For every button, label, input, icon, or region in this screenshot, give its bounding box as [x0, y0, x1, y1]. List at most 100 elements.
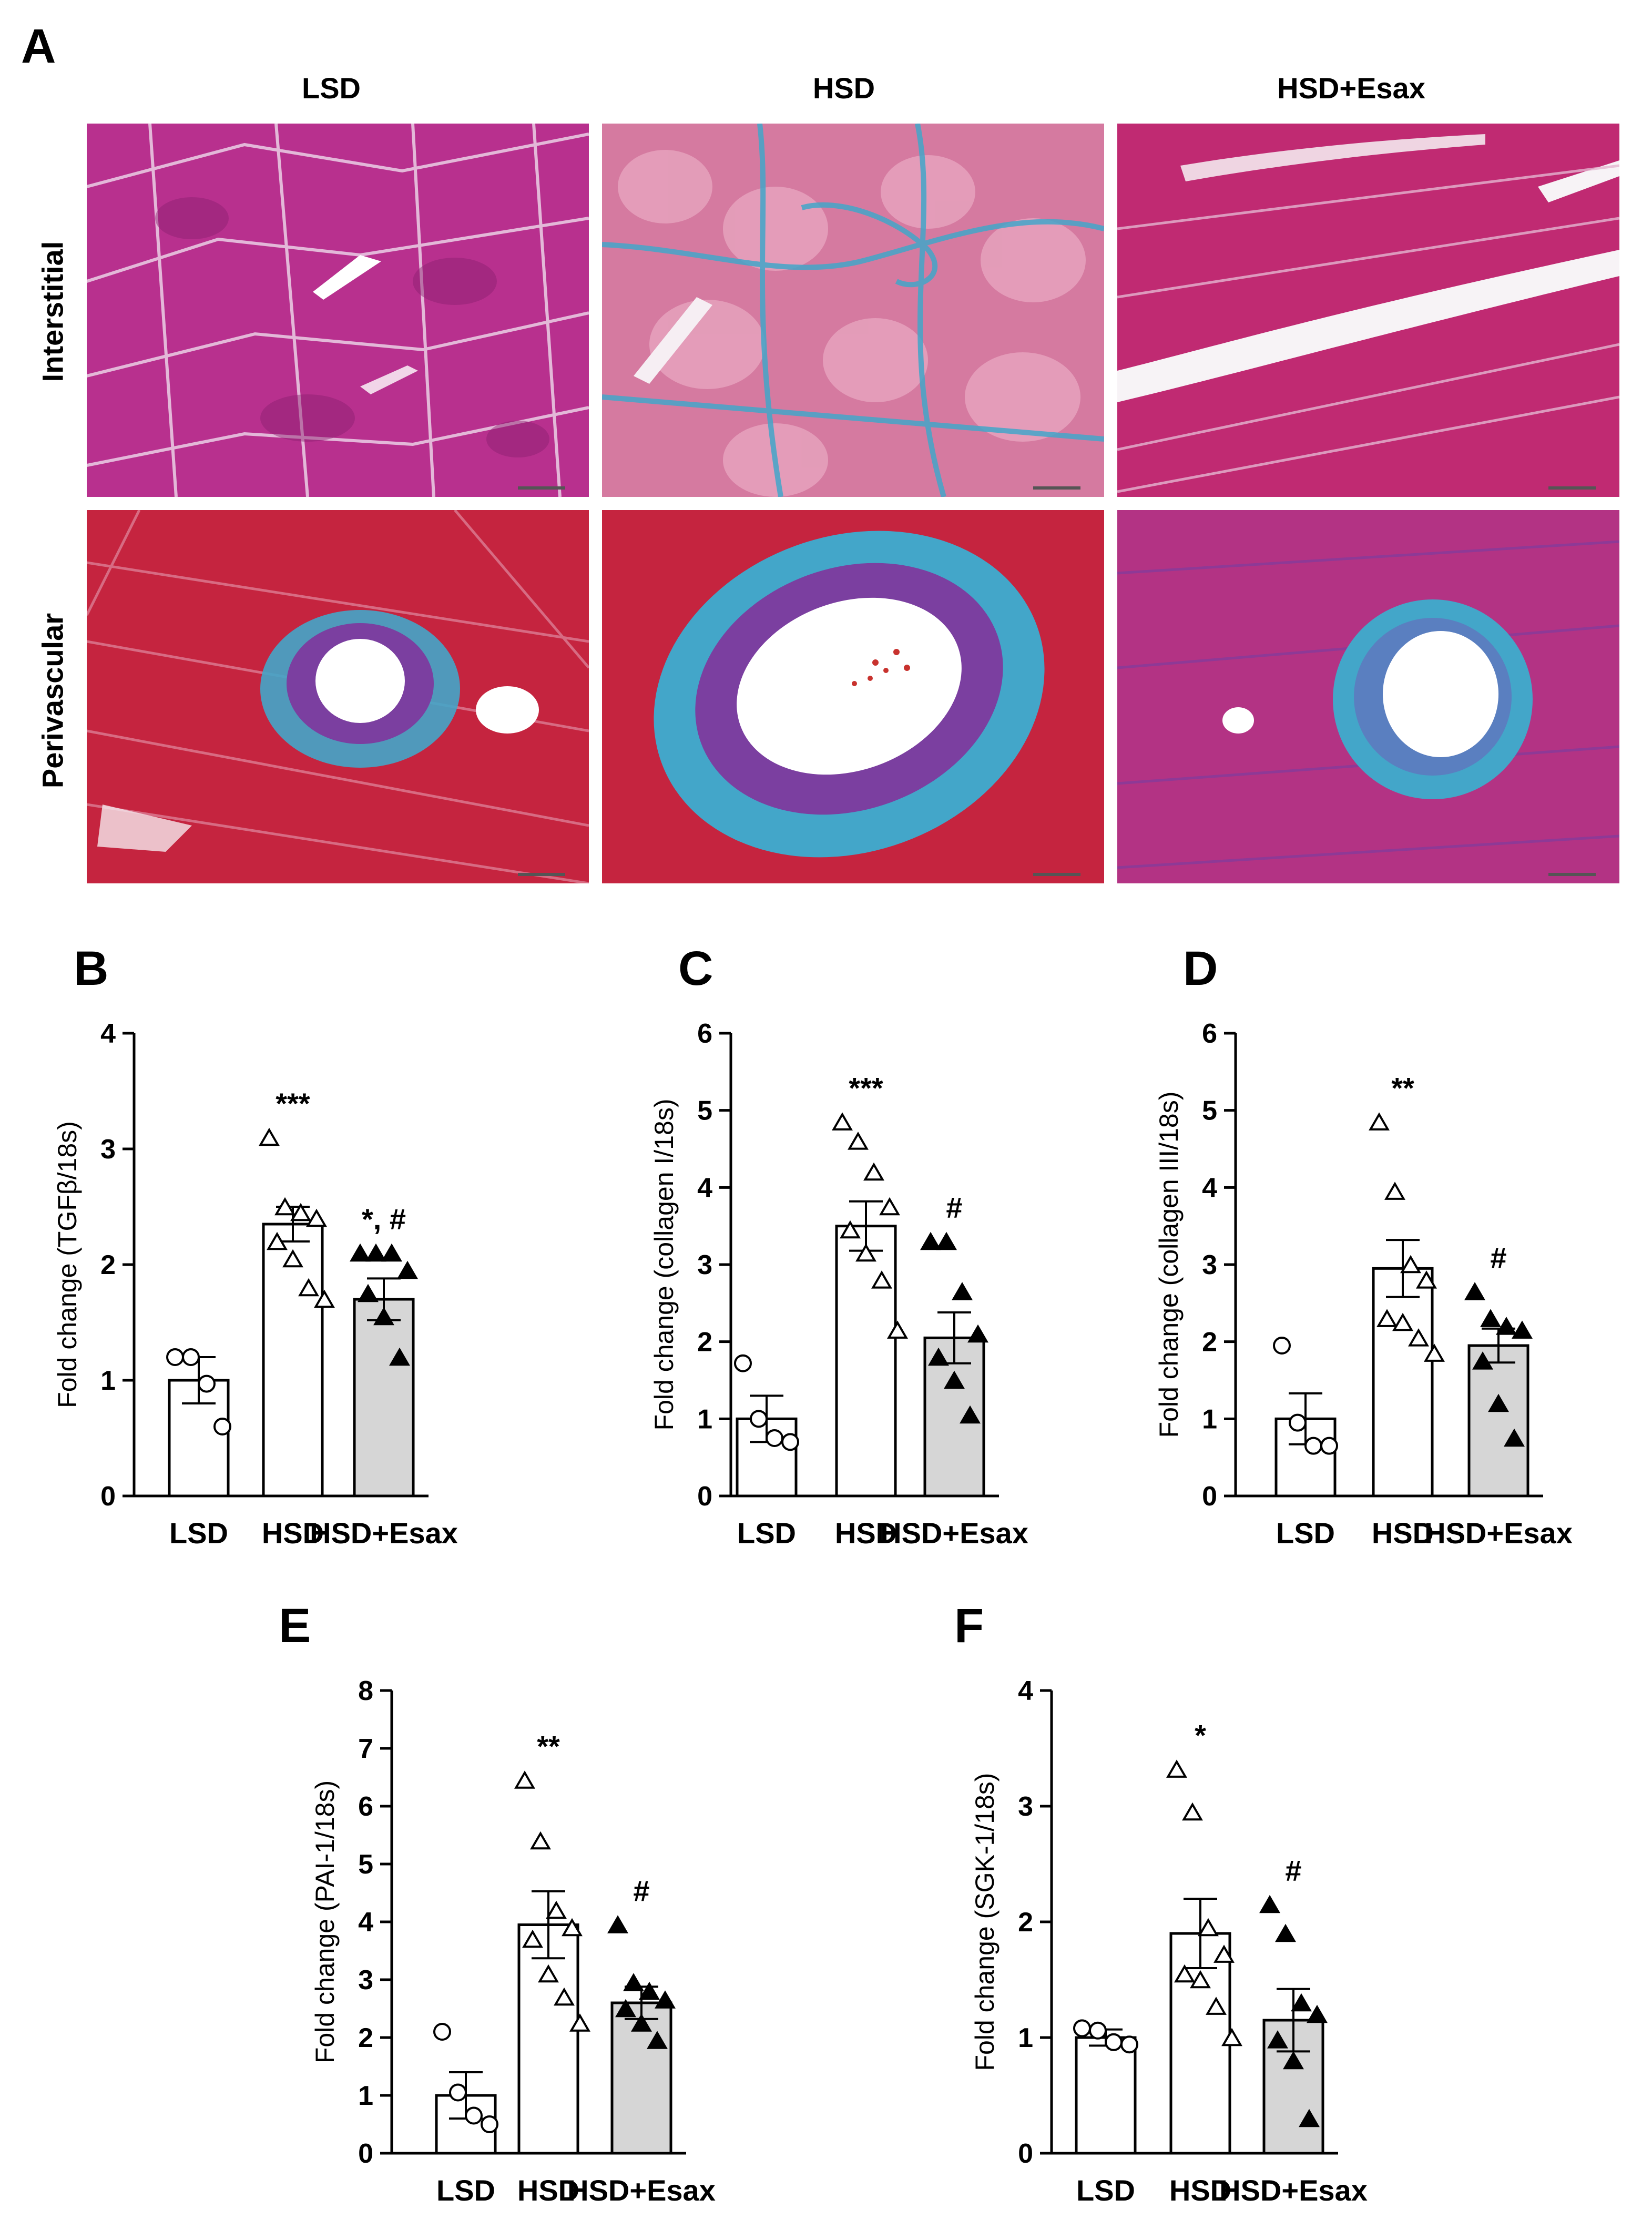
chart-f-point-hsd-esax-4	[1267, 2030, 1288, 2049]
chart-e-point-lsd-3	[481, 2115, 498, 2133]
chart-b-point-hsd-esax-2	[381, 1243, 402, 1262]
panel-e-label: E	[279, 1599, 311, 1653]
chart-c-point-hsd-esax-6	[960, 1405, 981, 1424]
chart-d-point-lsd-0	[1273, 1337, 1291, 1355]
chart-e-point-lsd-0	[433, 2023, 451, 2041]
chart-d-category-label-hsd-esax: HSD+Esax	[1424, 1516, 1573, 1550]
chart-c-point-hsd-esax-0	[920, 1231, 941, 1250]
chart-c-ytick-label-6: 6	[697, 1019, 712, 1049]
chart-f-point-hsd-esax-5	[1283, 2051, 1304, 2070]
chart-f-point-hsd-4	[1174, 1964, 1195, 1983]
chart-b-significance-hsd-esax: *, #	[362, 1203, 406, 1236]
chart-d-point-hsd-esax-1	[1480, 1309, 1501, 1327]
chart-d-point-lsd-1	[1289, 1413, 1307, 1432]
chart-f-ytick-label-3: 3	[1018, 1791, 1033, 1822]
chart-d-ytick-label-6: 6	[1202, 1019, 1217, 1049]
chart-e-category-label-hsd-esax: HSD+Esax	[567, 2174, 716, 2207]
chart-e-ytick-label-3: 3	[358, 1965, 373, 1995]
chart-e-point-hsd-esax-0	[607, 1915, 628, 1933]
chart-b-category-label-hsd-esax: HSD+Esax	[310, 1516, 458, 1550]
chart-c-point-lsd-3	[781, 1433, 799, 1451]
chart-c-ytick-label-4: 4	[697, 1173, 712, 1203]
chart-f-ytick-label-1: 1	[1018, 2023, 1033, 2053]
chart-b-ytick-label-4: 4	[100, 1019, 116, 1049]
chart-c-point-hsd-5	[855, 1243, 876, 1262]
panel-a-label: A	[21, 19, 56, 73]
chart-f-category-label-hsd: HSD	[1169, 2174, 1231, 2207]
chart-e-point-hsd-esax-6	[647, 2031, 668, 2049]
chart-c-point-hsd-esax-5	[944, 1370, 965, 1389]
chart-d-point-hsd-esax-0	[1464, 1282, 1485, 1300]
chart-e-ytick-label-8: 8	[358, 1676, 373, 1706]
chart-c-bar-hsd	[835, 1225, 897, 1498]
chart-d-bar-hsd-esax	[1467, 1344, 1529, 1498]
micrograph-interstitial-lsd	[87, 124, 589, 497]
chart-e-significance-hsd-esax: #	[633, 1875, 649, 1908]
chart-e-point-hsd-esax-4	[615, 1999, 636, 2018]
chart-d-point-hsd-esax-3	[1512, 1320, 1533, 1339]
chart-b-point-hsd-6	[298, 1278, 319, 1297]
chart-e-point-hsd-esax-1	[623, 1973, 644, 1991]
chart-e-ytick-label-4: 4	[358, 1907, 373, 1938]
chart-c-point-lsd-0	[734, 1354, 752, 1372]
chart-c-significance-hsd: ***	[849, 1072, 883, 1105]
chart-e-point-hsd-3	[562, 1918, 583, 1937]
chart-f-point-hsd-esax-6	[1299, 2109, 1320, 2127]
chart-b-point-hsd-2	[290, 1203, 311, 1221]
chart-d-point-hsd-4	[1376, 1309, 1398, 1327]
chart-f-point-hsd-0	[1166, 1759, 1187, 1778]
chart-b-point-hsd-4	[267, 1231, 288, 1250]
chart-c-category-label-lsd: LSD	[737, 1516, 796, 1550]
chart-d-point-hsd-7	[1424, 1343, 1445, 1362]
chart-b-point-lsd-3	[213, 1418, 231, 1435]
chart-d-category-label-hsd: HSD	[1372, 1516, 1434, 1550]
chart-c-point-hsd-esax-4	[928, 1347, 949, 1366]
chart-f-ylabel: Fold change (SGK-1/18s)	[970, 1773, 1000, 2071]
chart-b-bar-hsd-esax	[353, 1298, 415, 1498]
chart-e-category-label-hsd: HSD	[517, 2174, 579, 2207]
chart-f-point-hsd-1	[1182, 1802, 1203, 1821]
chart-b-bar-hsd	[262, 1223, 324, 1498]
chart-f-category-label-lsd: LSD	[1076, 2174, 1135, 2207]
chart-e-point-hsd-1	[530, 1831, 551, 1850]
chart-d-point-hsd-6	[1408, 1328, 1429, 1347]
chart-d-point-hsd-esax-4	[1472, 1351, 1493, 1370]
chart-e-point-lsd-1	[449, 2083, 467, 2102]
chart-f-point-lsd-2	[1105, 2033, 1123, 2051]
chart-d-point-hsd-3	[1416, 1270, 1437, 1289]
chart-f-significance-hsd-esax: #	[1285, 1854, 1301, 1887]
chart-b-point-hsd-esax-5	[373, 1307, 394, 1326]
chart-d-ytick-label-4: 4	[1202, 1173, 1217, 1203]
chart-c-point-hsd-esax-2	[952, 1282, 973, 1300]
chart-b-category-label-lsd: LSD	[169, 1516, 228, 1550]
chart-e-significance-hsd: **	[537, 1730, 560, 1763]
chart-d-ytick-label-3: 3	[1202, 1250, 1217, 1280]
chart-e-point-lsd-2	[465, 2106, 483, 2125]
chart-e-point-hsd-esax-2	[639, 1981, 660, 2000]
micrograph-perivascular-hsd	[602, 510, 1104, 883]
chart-b-point-hsd-esax-1	[365, 1243, 386, 1262]
chart-b-ytick-label-3: 3	[100, 1134, 116, 1165]
column-label-lsd: LSD	[302, 72, 361, 105]
chart-f-point-lsd-1	[1089, 2021, 1107, 2040]
chart-b-ylabel: Fold change (TGFβ/18s)	[53, 1121, 82, 1408]
chart-d-ytick-label-1: 1	[1202, 1404, 1217, 1434]
chart-f-point-hsd-3	[1213, 1944, 1235, 1963]
chart-e-ytick-label-7: 7	[358, 1734, 373, 1764]
chart-b-point-hsd-esax-4	[358, 1284, 379, 1302]
chart-c-ytick-label-2: 2	[697, 1327, 712, 1358]
chart-e-ytick-label-1: 1	[358, 2081, 373, 2111]
chart-d-point-hsd-esax-6	[1504, 1428, 1525, 1447]
chart-c-significance-hsd-esax: #	[946, 1191, 962, 1224]
micrograph-interstitial-hsd	[602, 124, 1104, 497]
chart-c-point-hsd-esax-3	[967, 1324, 988, 1343]
chart-b-point-hsd-0	[259, 1127, 280, 1146]
chart-c-category-label-hsd: HSD	[835, 1516, 897, 1550]
chart-e-point-hsd-2	[546, 1900, 567, 1919]
chart-e-point-hsd-6	[554, 1987, 575, 2006]
chart-d-point-hsd-esax-5	[1488, 1393, 1509, 1412]
chart-b-point-lsd-1	[182, 1348, 200, 1366]
chart-c-point-hsd-1	[848, 1132, 869, 1150]
micrograph-interstitial-hsd-esax	[1117, 124, 1619, 497]
chart-f-category-label-hsd-esax: HSD+Esax	[1219, 2174, 1368, 2207]
